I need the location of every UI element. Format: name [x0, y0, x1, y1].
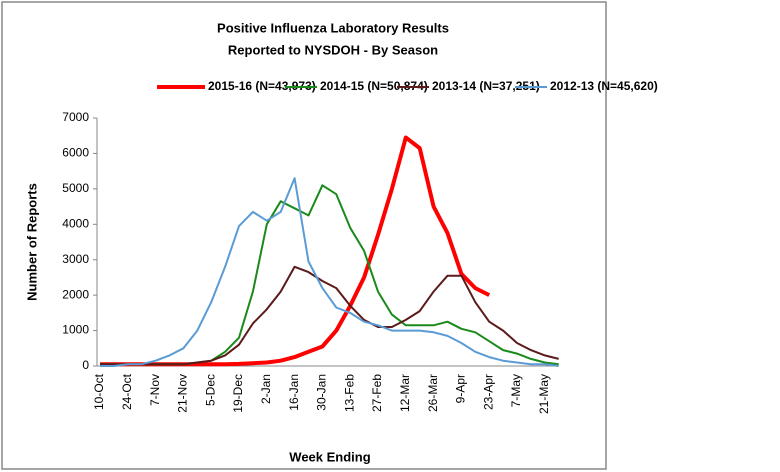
x-tick-label: 26-Mar — [426, 374, 440, 412]
chart-title: Positive Influenza Laboratory Results — [217, 20, 449, 35]
legend-label: 2015-16 (N=43,973) — [208, 79, 316, 93]
x-tick-label: 12-Mar — [398, 374, 412, 412]
x-tick-label: 7-May — [509, 374, 523, 407]
y-tick-label: 1000 — [62, 323, 89, 337]
legend-label: 2014-15 (N=50,874) — [320, 79, 428, 93]
series-line — [100, 265, 559, 366]
y-tick-label: 6000 — [62, 146, 89, 160]
x-tick-label: 21-May — [537, 374, 551, 414]
chart-subtitle: Reported to NYSDOH - By Season — [228, 42, 438, 57]
x-tick-label: 5-Dec — [203, 374, 217, 406]
legend-label: 2012-13 (N=45,620) — [550, 79, 658, 93]
legend-label: 2013-14 (N=37,251) — [432, 79, 540, 93]
series-line — [100, 177, 559, 367]
x-tick-label: 30-Jan — [315, 374, 329, 411]
y-tick-label: 3000 — [62, 252, 89, 266]
x-tick-label: 19-Dec — [231, 374, 245, 413]
y-tick-label: 7000 — [62, 110, 89, 124]
x-tick-label: 24-Oct — [120, 373, 134, 410]
y-axis-title: Number of Reports — [24, 183, 39, 301]
y-tick-label: 0 — [82, 358, 89, 372]
x-tick-label: 2-Jan — [259, 374, 273, 404]
x-axis-title: Week Ending — [289, 449, 370, 464]
y-tick-label: 2000 — [62, 287, 89, 301]
x-tick-label: 27-Feb — [370, 374, 384, 412]
x-tick-label: 16-Jan — [287, 374, 301, 411]
x-tick-label: 13-Feb — [342, 374, 356, 412]
x-tick-label: 21-Nov — [176, 374, 190, 413]
x-tick-label: 7-Nov — [148, 374, 162, 406]
y-tick-label: 4000 — [62, 216, 89, 230]
x-tick-label: 23-Apr — [481, 374, 495, 410]
y-tick-label: 5000 — [62, 181, 89, 195]
x-tick-label: 10-Oct — [92, 373, 106, 410]
x-tick-label: 9-Apr — [454, 374, 468, 403]
